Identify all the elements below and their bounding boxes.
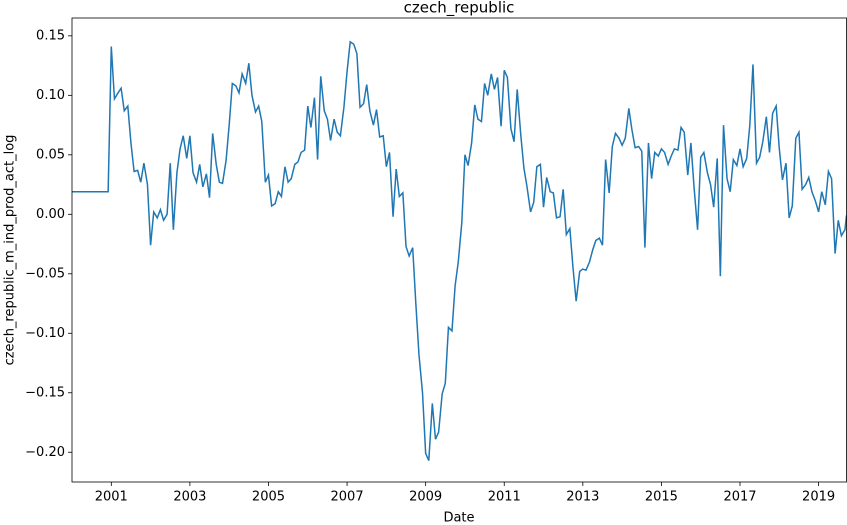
x-tick-label: 2001 — [95, 490, 128, 505]
x-tick-label: 2017 — [723, 490, 756, 505]
y-tick-label: 0.05 — [36, 147, 65, 162]
x-tick-label: 2011 — [488, 490, 521, 505]
x-tick-label: 2013 — [566, 490, 599, 505]
chart-title: czech_republic — [404, 0, 515, 18]
x-tick-label: 2005 — [252, 490, 285, 505]
y-tick-label: 0.10 — [36, 88, 65, 103]
x-tick-label: 2009 — [409, 490, 442, 505]
y-tick-label: 0.15 — [36, 28, 65, 43]
x-axis-label: Date — [443, 511, 474, 525]
y-tick-label: 0.00 — [36, 207, 65, 222]
x-tick-label: 2019 — [802, 490, 835, 505]
x-tick-label: 2015 — [645, 490, 678, 505]
y-axis-label: czech_republic_m_ind_prod_act_log — [3, 135, 18, 366]
x-tick-label: 2003 — [173, 490, 206, 505]
data-line — [72, 40, 847, 461]
y-tick-label: −0.15 — [25, 385, 65, 400]
y-tick-label: −0.05 — [25, 266, 65, 281]
y-tick-label: −0.20 — [25, 445, 65, 460]
y-tick-label: −0.10 — [25, 326, 65, 341]
x-tick-label: 2007 — [331, 490, 364, 505]
